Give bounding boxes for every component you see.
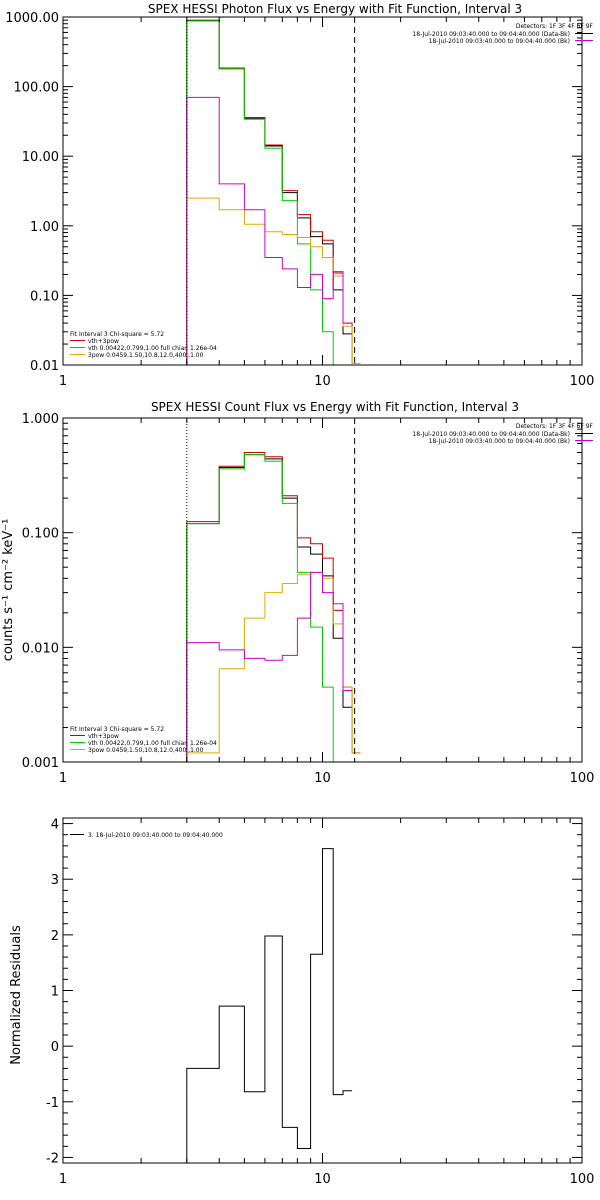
- count-legend-vth: vth 0.00422,0.799,1.00 full chian 1.26e-…: [88, 740, 217, 747]
- photon-y-tick-label: 0.01: [30, 359, 59, 374]
- residual-x-tick-label: 1: [59, 1172, 67, 1187]
- count-y-tick-label: 0.001: [22, 756, 59, 771]
- residual-y-tick-label: 0: [51, 1040, 59, 1055]
- count-flux-title: SPEX HESSI Count Flux vs Energy with Fit…: [151, 400, 519, 414]
- count-series-data-bk: [186, 454, 353, 762]
- count-y-tick-label: 0.100: [22, 527, 59, 542]
- photon-flux-title: SPEX HESSI Photon Flux vs Energy with Fi…: [148, 2, 522, 16]
- count-plot-area: [62, 417, 583, 763]
- residual-y-tick-label: 4: [51, 818, 59, 833]
- count-y-tick-label: 0.010: [22, 641, 59, 656]
- photon-legend-bk: 18-Jul-2010 09:03:40.000 to 09:04:40.000…: [429, 38, 570, 45]
- photon-legend-3pow: 3pow 0.0459,1.50,10.8,12.0,400.,1.00: [88, 352, 204, 359]
- count-flux-y-axis-label: counts s⁻¹ cm⁻² keV⁻¹: [1, 519, 16, 662]
- count-legend-model: vth+3pow: [88, 733, 119, 740]
- photon-legend-vth: vth 0.00422,0.799,1.00 full chian 1.26e-…: [88, 345, 217, 352]
- count-legend-bk: 18-Jul-2010 09:03:40.000 to 09:04:40.000…: [429, 438, 570, 445]
- residual-y-tick-label: 2: [51, 929, 59, 944]
- photon-series-vth-3pow: [186, 20, 361, 365]
- count-legend-3pow: 3pow 0.0459,1.50,10.8,12.0,400.,1.00: [88, 747, 204, 754]
- count-y-tick-label: 1.000: [22, 412, 59, 427]
- count-fit-header: Fit Interval 3 Chi-square = 5.72: [70, 726, 164, 733]
- count-x-axis: 1 10 100: [59, 418, 595, 786]
- count-series-vth: [186, 454, 343, 762]
- count-legend-data-bk: 18-Jul-2010 09:03:40.000 to 09:04:40.000…: [412, 431, 570, 438]
- residual-y-axis: -2 -1 0 1 2 3 4: [46, 818, 582, 1166]
- count-x-tick-label: 1: [59, 771, 67, 786]
- photon-y-axis: 0.01 0.10 1.00 10.00 100.00 1000.00: [5, 11, 582, 374]
- count-detectors-label: Detectors: 1F 3F 4F 6F 9F: [516, 423, 594, 430]
- count-series-3pow: [186, 571, 361, 762]
- photon-y-tick-label: 10.00: [22, 150, 59, 165]
- count-series-bk: [186, 571, 353, 762]
- photon-y-tick-label: 0.10: [30, 289, 59, 304]
- residual-x-tick-label: 100: [570, 1172, 595, 1187]
- residual-series-residuals: [186, 848, 353, 1163]
- photon-x-tick-label: 100: [570, 374, 595, 389]
- photon-y-tick-label: 1000.00: [5, 11, 59, 26]
- photon-y-tick-label: 1.00: [30, 220, 59, 235]
- count-series-vth-3pow: [186, 452, 361, 762]
- photon-series-bk: [186, 96, 353, 365]
- photon-x-tick-label: 10: [314, 374, 331, 389]
- residual-y-tick-label: 3: [51, 873, 59, 888]
- residual-x-axis: 1 10 100: [59, 818, 595, 1187]
- residual-y-tick-label: -2: [46, 1151, 59, 1166]
- photon-detectors-label: Detectors: 1F 3F 4F 6F 9F: [516, 23, 594, 30]
- photon-legend-model: vth+3pow: [88, 338, 119, 345]
- count-x-tick-label: 100: [570, 771, 595, 786]
- photon-x-axis: 1 10 100: [59, 17, 595, 389]
- photon-flux-panel: SPEX HESSI Photon Flux vs Energy with Fi…: [5, 2, 594, 389]
- photon-series-vth: [186, 20, 343, 365]
- photon-series-data-bk: [186, 19, 353, 365]
- count-flux-panel: SPEX HESSI Count Flux vs Energy with Fit…: [1, 400, 594, 786]
- photon-plot-area: [62, 16, 583, 366]
- residual-y-tick-label: -1: [46, 1096, 59, 1111]
- photon-legend-data-bk: 18-Jul-2010 09:03:40.000 to 09:04:40.000…: [412, 31, 570, 38]
- count-x-tick-label: 10: [314, 771, 331, 786]
- count-y-axis: 0.001 0.010 0.100 1.000: [22, 412, 582, 771]
- residuals-panel: Normalized Residuals 3. 18-Jul-2010 09:0…: [9, 817, 595, 1187]
- residual-x-tick-label: 10: [314, 1172, 331, 1187]
- photon-y-tick-label: 100.00: [14, 81, 60, 96]
- photon-x-tick-label: 1: [59, 374, 67, 389]
- residual-plot-area: [62, 817, 583, 1164]
- residuals-legend: 3. 18-Jul-2010 09:03:40.000 to 09:04:40.…: [88, 832, 223, 839]
- photon-fit-header: Fit Interval 3 Chi-square = 5.72: [70, 331, 164, 338]
- residual-y-tick-label: 1: [51, 985, 59, 1000]
- residuals-y-axis-label: Normalized Residuals: [9, 925, 24, 1065]
